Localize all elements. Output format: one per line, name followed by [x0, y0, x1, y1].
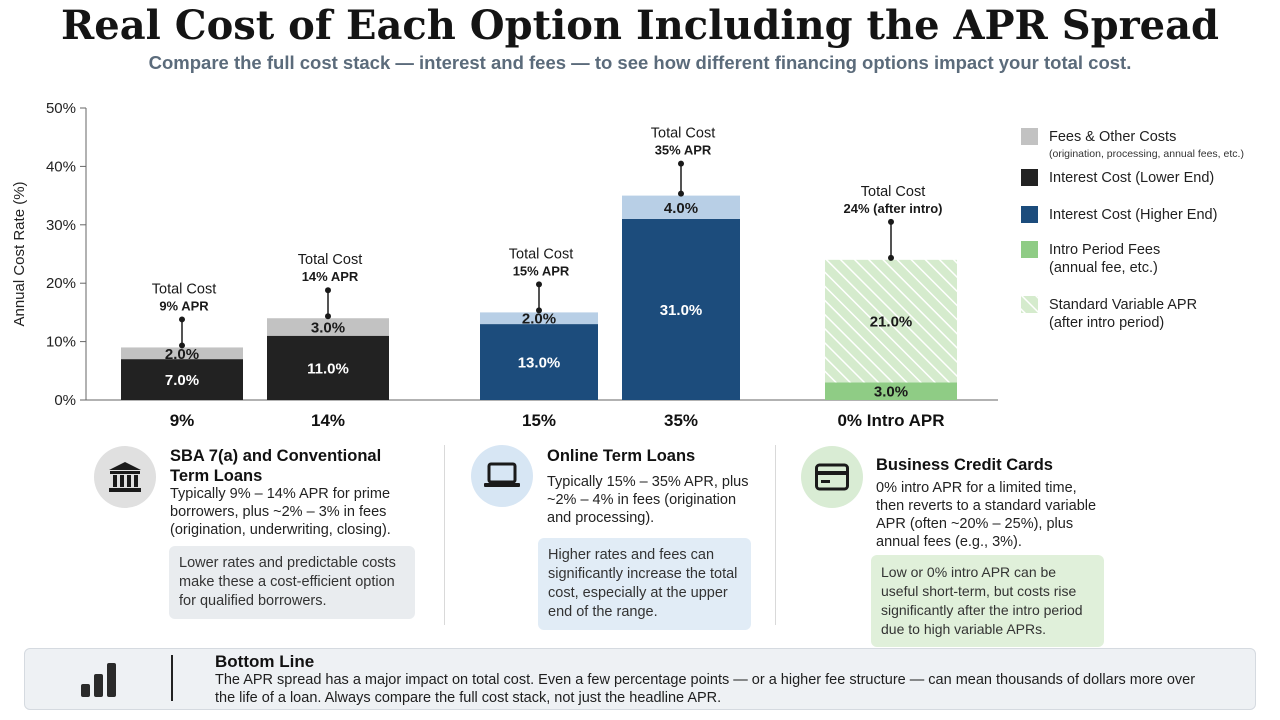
credit-card-icon	[801, 446, 863, 508]
laptop-icon	[471, 445, 533, 507]
page-title: Real Cost of Each Option Including the A…	[61, 2, 1219, 49]
bottom-line-text: The APR spread has a major impact on tot…	[215, 672, 1196, 706]
total-connector-dot	[179, 316, 185, 323]
legend-item-intro-fees: Intro Period Fees (annual fee, etc.)	[1021, 241, 1160, 277]
bottom-line-title: Bottom Line	[215, 652, 315, 671]
bar-segment	[622, 218, 740, 400]
total-connector-dot	[678, 190, 684, 197]
x-category-label: 35%	[664, 411, 698, 430]
total-label-line2: 35% APR	[655, 143, 712, 158]
x-category-label: 14%	[311, 411, 345, 430]
card-desc-sba: Typically 9% – 14% APR for prime borrowe…	[170, 486, 391, 538]
card-note-online: Higher rates and fees can significantly …	[538, 538, 751, 630]
bar-segment	[825, 259, 957, 383]
legend-swatch-interest-high	[1021, 206, 1038, 223]
total-connector-dot	[179, 342, 185, 349]
legend-label-interest-low: Interest Cost (Lower End)	[1049, 170, 1215, 186]
bar-segment	[121, 359, 243, 400]
bar-segment	[480, 324, 598, 400]
bar-value-label: 4.0%	[664, 200, 698, 217]
y-tick-label: 30%	[46, 217, 76, 234]
bar-value-label: 2.0%	[522, 311, 556, 328]
bar-segment	[622, 195, 740, 219]
total-label-line2: 9% APR	[159, 298, 209, 313]
y-axis-label: Annual Cost Rate (%)	[11, 181, 28, 326]
bar-segment	[267, 335, 389, 400]
card-title-online: Online Term Loans	[547, 447, 696, 465]
total-connector-dot	[325, 287, 331, 294]
legend-sub-fees: (origination, processing, annual fees, e…	[1049, 148, 1244, 160]
y-tick-label: 10%	[46, 334, 76, 351]
card-desc-credit: 0% intro APR for a limited time, then re…	[876, 480, 1097, 550]
legend-label-fees: Fees & Other Costs	[1049, 129, 1177, 145]
legend-swatch-intro-fees	[1021, 241, 1038, 258]
bar-value-label: 31.0%	[660, 302, 703, 319]
bar-value-label: 13.0%	[518, 355, 561, 372]
x-category-label: 9%	[170, 411, 195, 430]
bottom-line-box	[24, 648, 1256, 710]
legend-swatch-variable-apr	[1021, 296, 1038, 313]
card-divider-2	[775, 445, 776, 625]
legend-item-interest-low: Interest Cost (Lower End)	[1021, 169, 1214, 187]
total-label-line1: Total Cost	[651, 126, 715, 142]
legend-item-variable-apr: Standard Variable APR (after intro perio…	[1021, 296, 1197, 332]
card-note-sba: Lower rates and predictable costs make t…	[169, 546, 415, 619]
total-connector-dot	[888, 218, 894, 225]
card-title-credit: Business Credit Cards	[876, 456, 1053, 474]
legend-swatch-fees	[1021, 128, 1038, 145]
x-category-label: 0% Intro APR	[837, 411, 944, 430]
total-connector-dot	[536, 307, 542, 314]
bar-value-label: 3.0%	[874, 384, 908, 401]
bar-chart-icon	[81, 663, 116, 697]
legend-sub-intro-fees: (annual fee, etc.)	[1049, 260, 1158, 276]
bar-value-label: 7.0%	[165, 372, 199, 389]
total-connector-dot	[678, 160, 684, 167]
bottom-line-separator	[171, 655, 173, 701]
total-label-line2: 15% APR	[513, 263, 570, 278]
stacked-bar-chart: 0% 10% 20% 30% 40% 50% Annual Cost Rate (%) 7.…	[11, 100, 998, 430]
total-connector-dot	[325, 313, 331, 320]
bar-value-label: 2.0%	[165, 346, 199, 363]
page-subtitle: Compare the full cost stack — interest a…	[148, 52, 1132, 73]
legend-item-interest-high: Interest Cost (Higher End)	[1021, 206, 1217, 224]
card-desc-online: Typically 15% – 35% APR, plus ~2% – 4% i…	[547, 474, 749, 526]
total-label-line2: 24% (after intro)	[844, 201, 943, 216]
bar-value-label: 3.0%	[311, 320, 345, 337]
total-connector-dot	[888, 254, 894, 261]
y-tick-label: 0%	[54, 392, 76, 409]
total-connector-dot	[536, 281, 542, 288]
bar-segment	[480, 312, 598, 325]
y-tick-label: 50%	[46, 100, 76, 117]
total-label-line1: Total Cost	[298, 252, 362, 268]
bank-icon	[94, 446, 156, 508]
legend-item-fees: Fees & Other Costs (origination, process…	[1021, 128, 1244, 162]
total-label-line1: Total Cost	[152, 281, 216, 297]
card-divider-1	[444, 445, 445, 625]
y-tick-label: 20%	[46, 275, 76, 292]
card-note-credit: Low or 0% intro APR can be useful short-…	[871, 555, 1104, 647]
legend-sub-variable-apr: (after intro period)	[1049, 315, 1165, 331]
legend-label-intro-fees: Intro Period Fees	[1049, 242, 1161, 258]
legend-label-variable-apr: Standard Variable APR	[1049, 297, 1198, 313]
bar-segment	[825, 382, 957, 400]
bar-segment	[267, 318, 389, 336]
total-label-line1: Total Cost	[509, 246, 573, 262]
bar-value-label: 11.0%	[307, 360, 349, 377]
y-tick-label: 40%	[46, 158, 76, 175]
total-label-line1: Total Cost	[861, 184, 925, 200]
x-category-label: 15%	[522, 411, 556, 430]
bar-value-label: 21.0%	[870, 314, 913, 331]
total-label-line2: 14% APR	[302, 269, 359, 284]
legend-label-interest-high: Interest Cost (Higher End)	[1049, 207, 1218, 223]
bar-segment	[121, 347, 243, 360]
legend-swatch-interest-low	[1021, 169, 1038, 186]
card-title-sba: SBA 7(a) and Conventional Term Loans	[170, 447, 382, 485]
